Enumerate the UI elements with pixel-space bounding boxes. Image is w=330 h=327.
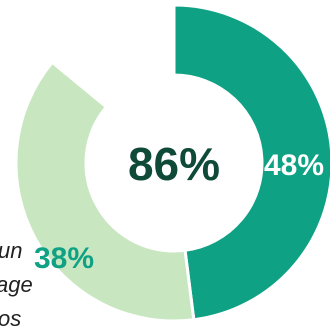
slice-label-48: 48% xyxy=(264,149,324,182)
side-text-fragments: un age os xyxy=(0,238,33,327)
center-total-label: 86% xyxy=(128,138,220,190)
side-text-line-1: un xyxy=(0,238,22,263)
donut-slice-48 xyxy=(172,3,330,322)
labels-layer: 86% 48% 38% xyxy=(34,138,324,275)
slices-layer xyxy=(14,3,330,323)
donut-slice-38 xyxy=(14,60,196,323)
side-text-line-3: os xyxy=(0,306,21,327)
side-text-line-2: age xyxy=(0,272,33,297)
slice-label-38: 38% xyxy=(34,242,94,275)
